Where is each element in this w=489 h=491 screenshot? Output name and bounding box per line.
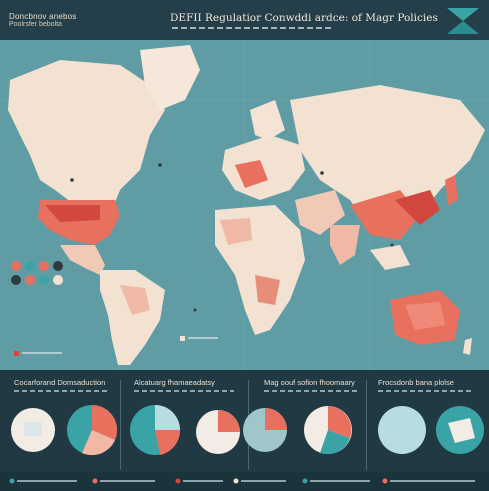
footer-legend-marks (9, 478, 475, 484)
section-title-4: Frocsdonb bana plolse (378, 378, 454, 387)
pie-chart-4 (378, 406, 426, 454)
brand-name: Doncbnov anebos (9, 12, 77, 21)
north-america-land (8, 60, 165, 220)
section-desc-line-2 (134, 390, 234, 392)
footer-legend (0, 472, 489, 491)
brand-tagline: Poolrsfer bebolta (9, 21, 62, 28)
summary-panel: Cocarforand Domsaduction Alcatuarg fhama… (0, 370, 489, 491)
section-desc-line-3 (264, 390, 359, 392)
header-bar: Doncbnov anebos Poolrsfer bebolta DEFII … (0, 0, 489, 40)
page-title: DEFII Regulatior Conwddi ardce: of Magr … (170, 12, 438, 24)
summary-graphics (11, 404, 484, 456)
divider-3 (366, 380, 367, 470)
world-map-graphic (0, 40, 489, 370)
greenland-land (140, 45, 200, 110)
mexico-land (60, 245, 105, 275)
policy-icon-cluster (11, 261, 63, 285)
europe-land (222, 135, 305, 200)
world-map (0, 40, 489, 370)
section-title-3: Mag oouf sofion fhoomaary (264, 378, 355, 387)
hourglass-shape-icon (447, 8, 479, 34)
section-desc-line-4 (378, 390, 473, 392)
section-title-2: Alcatuarg fhamaeadatsy (134, 378, 215, 387)
subtitle-line (172, 27, 332, 29)
section-title-1: Cocarforand Domsaduction (14, 378, 106, 387)
section-desc-line-1 (14, 390, 109, 392)
divider-1 (120, 380, 121, 470)
asia-land (290, 85, 485, 235)
south-america-land (100, 270, 165, 365)
